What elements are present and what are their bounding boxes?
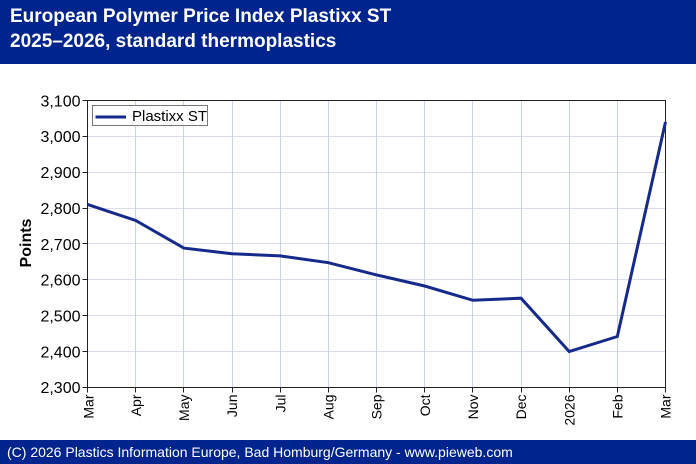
svg-text:Points: Points [18,218,35,267]
svg-text:2,800: 2,800 [40,201,80,218]
svg-text:2,500: 2,500 [40,308,80,325]
svg-text:2,900: 2,900 [40,165,80,182]
svg-text:Mar: Mar [80,394,96,418]
svg-text:2,700: 2,700 [40,237,80,254]
svg-text:Oct: Oct [417,394,433,416]
svg-text:Feb: Feb [609,394,625,418]
svg-text:Jun: Jun [224,395,240,418]
svg-text:Plastixx ST: Plastixx ST [132,108,207,125]
svg-text:Mar: Mar [658,394,674,418]
svg-text:2026: 2026 [561,394,577,425]
svg-text:3,000: 3,000 [40,129,80,146]
svg-text:3,100: 3,100 [40,93,80,110]
svg-text:Apr: Apr [128,394,144,416]
svg-text:Nov: Nov [465,395,481,420]
svg-text:Jul: Jul [272,395,288,413]
svg-text:2,300: 2,300 [40,380,80,397]
svg-text:2,400: 2,400 [40,344,80,361]
svg-text:May: May [176,395,192,421]
svg-text:2,600: 2,600 [40,273,80,290]
svg-text:Aug: Aug [320,395,336,420]
svg-text:Dec: Dec [513,395,529,420]
svg-text:Sep: Sep [369,394,385,419]
